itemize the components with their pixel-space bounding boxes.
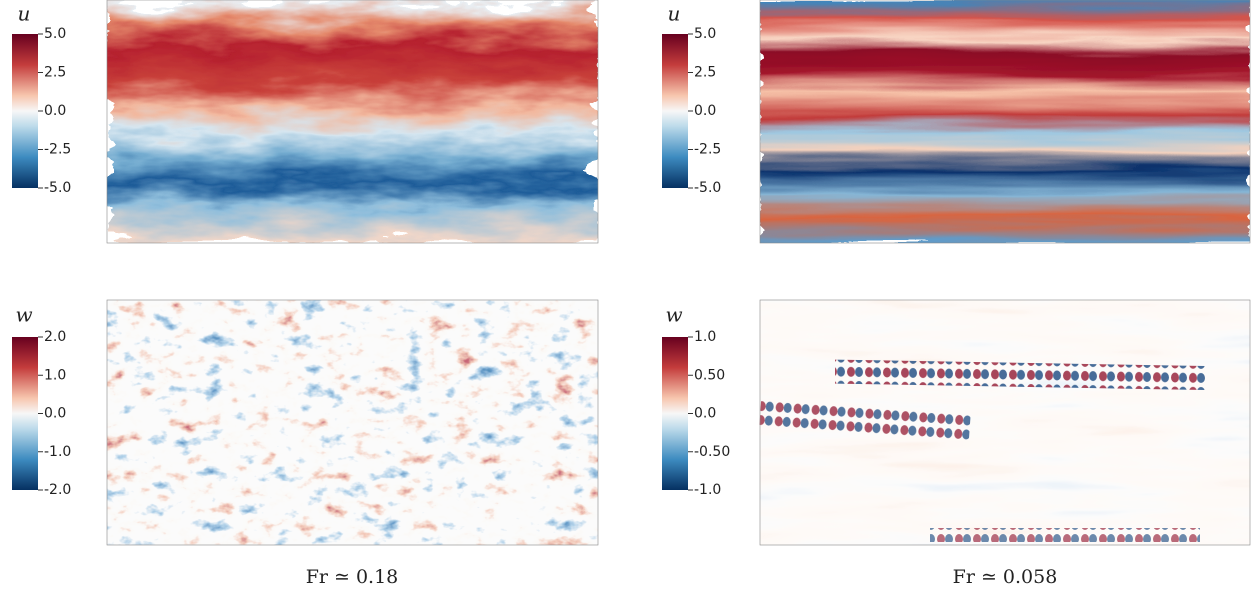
colorbar-tick-label: -1.0 (44, 444, 71, 460)
field-w-right (759, 299, 1251, 546)
colorbar-tick-label: -2.5 (44, 142, 71, 158)
colorbar-tick-label: 5.0 (44, 26, 66, 42)
colorbar-tick-label: 0.0 (44, 406, 66, 422)
variable-label: u (668, 2, 681, 26)
field-u-right (759, 0, 1251, 244)
colorbar-tick-label: 0.0 (694, 406, 716, 422)
colorbar-tick-label: 2.5 (44, 65, 66, 81)
variable-label: w (665, 303, 682, 327)
colorbar (12, 337, 38, 490)
colorbar-tick-label: 5.0 (694, 26, 716, 42)
colorbar-tick-label: 0.50 (694, 367, 725, 383)
colorbar (662, 337, 688, 490)
colorbar-tick-label: -1.0 (694, 482, 721, 498)
colorbar-tick-label: 1.0 (694, 329, 716, 345)
variable-label: w (15, 303, 32, 327)
colorbar-tick-label: -5.0 (694, 180, 721, 196)
variable-label: u (18, 2, 31, 26)
colorbar (662, 34, 688, 188)
colorbar-tick-label: 0.0 (694, 103, 716, 119)
colorbar-tick-label: 0.0 (44, 103, 66, 119)
colorbar-tick-label: 2.5 (694, 65, 716, 81)
colorbar (12, 34, 38, 188)
colorbar-tick-label: -5.0 (44, 180, 71, 196)
colorbar-tick-label: -0.50 (694, 444, 730, 460)
colorbar-tick-label: 2.0 (44, 329, 66, 345)
caption: Fr ≃ 0.18 (306, 566, 399, 588)
colorbar-tick-label: -2.5 (694, 142, 721, 158)
field-u-left (106, 0, 599, 244)
colorbar-tick-label: 1.0 (44, 367, 66, 383)
field-w-left (106, 299, 599, 546)
colorbar-tick-label: -2.0 (44, 482, 71, 498)
caption: Fr ≃ 0.058 (953, 566, 1058, 588)
